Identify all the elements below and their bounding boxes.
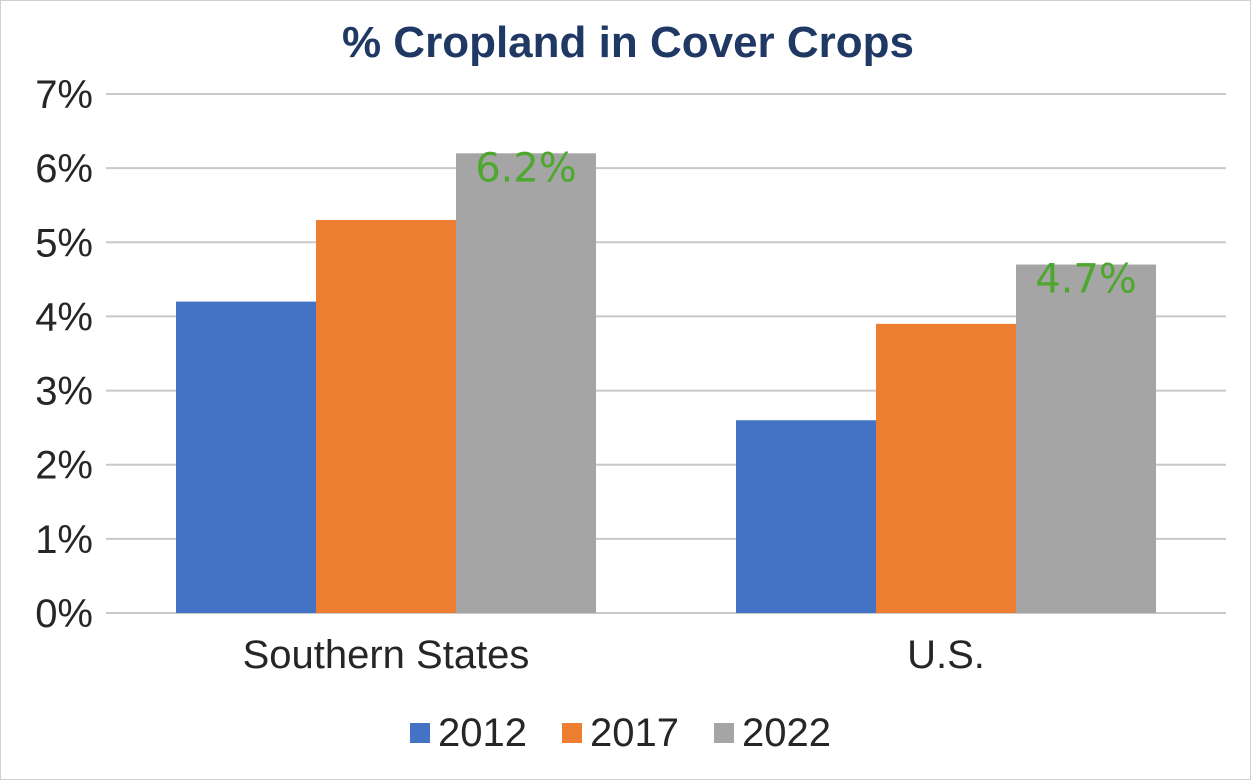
bar-2022-southern-states [456, 153, 596, 614]
legend-swatch-2017 [562, 723, 582, 743]
y-axis-ticks: 0% 1% 2% 3% 4% 5% 6% 7% [35, 73, 93, 636]
legend-label: 2022 [742, 711, 831, 755]
bar-2022-u-s- [1016, 264, 1156, 613]
x-category-label: U.S. [907, 633, 985, 677]
data-label: 4.7% [1035, 257, 1137, 303]
chart-title: % Cropland in Cover Crops [342, 18, 914, 67]
x-axis-categories: Southern States U.S. [243, 633, 985, 677]
y-tick-label: 6% [35, 147, 93, 191]
x-category-label: Southern States [243, 633, 530, 677]
legend-label: 2012 [438, 711, 527, 755]
legend-swatch-2012 [410, 723, 430, 743]
data-label: 6.2% [475, 145, 577, 191]
y-tick-label: 0% [35, 592, 93, 636]
legend-swatch-2022 [714, 723, 734, 743]
legend-label: 2017 [590, 711, 679, 755]
bar-2017-u-s- [876, 323, 1016, 613]
bar-2012-southern-states [176, 301, 316, 613]
y-tick-label: 3% [35, 370, 93, 414]
y-tick-label: 2% [35, 444, 93, 488]
bars [176, 153, 1156, 614]
legend: 2012 2017 2022 [410, 711, 831, 755]
y-tick-label: 1% [35, 518, 93, 562]
y-tick-label: 5% [35, 221, 93, 265]
bar-2017-southern-states [316, 220, 456, 614]
y-tick-label: 7% [35, 73, 93, 117]
bar-2012-u-s- [736, 420, 876, 613]
data-labels: 6.2% 4.7% [475, 145, 1137, 302]
y-tick-label: 4% [35, 295, 93, 339]
